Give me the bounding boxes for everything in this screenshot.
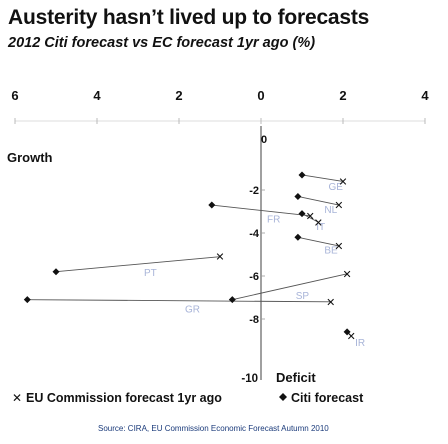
chart-title: Austerity hasn’t lived up to forecasts bbox=[8, 6, 370, 29]
x-tick-label: 2 bbox=[175, 88, 182, 103]
country-label-fr: FR bbox=[267, 214, 280, 225]
connector-sp bbox=[232, 273, 348, 301]
citi-marker-fr bbox=[208, 201, 216, 209]
y-tick-label: -10 bbox=[241, 373, 258, 385]
ec-marker-be: ✕ bbox=[334, 240, 343, 253]
citi-marker-it bbox=[298, 210, 306, 218]
y-tick-label: -8 bbox=[249, 314, 259, 326]
connector-nl bbox=[297, 196, 339, 206]
connector-gr bbox=[27, 299, 331, 303]
legend: ✕ EU Commission forecast 1yr ago Citi fore… bbox=[12, 391, 364, 405]
country-label-sp: SP bbox=[296, 291, 310, 302]
country-label-gr: GR bbox=[185, 305, 200, 316]
connector-be bbox=[297, 236, 339, 247]
legend-citi-icon bbox=[279, 393, 287, 401]
citi-marker-be bbox=[294, 233, 302, 241]
x-tick-label: 2 bbox=[339, 88, 346, 103]
connector-it bbox=[301, 213, 319, 223]
y-axis-title: Growth bbox=[7, 150, 53, 165]
country-label-be: BE bbox=[324, 246, 338, 257]
citi-marker-nl bbox=[294, 192, 302, 200]
ec-marker-nl: ✕ bbox=[334, 199, 343, 212]
ec-marker-ge: ✕ bbox=[338, 175, 347, 188]
x-tick-label: 6 bbox=[11, 88, 18, 103]
x-tick-label: 4 bbox=[93, 88, 101, 103]
legend-ec-label: EU Commission forecast 1yr ago bbox=[26, 391, 222, 405]
x-tick-label: 0 bbox=[257, 88, 264, 103]
citi-marker-sp bbox=[228, 296, 236, 304]
country-label-ir: IR bbox=[355, 338, 365, 349]
country-label-pt: PT bbox=[144, 268, 157, 279]
connector-fr bbox=[211, 204, 311, 217]
connector-pt bbox=[55, 256, 221, 273]
x-tick-label: 4 bbox=[421, 88, 429, 103]
citi-marker-ge bbox=[298, 171, 306, 179]
chart-subtitle: 2012 Citi forecast vs EC forecast 1yr ag… bbox=[8, 35, 316, 51]
connector-ge bbox=[301, 174, 344, 182]
citi-marker-gr bbox=[23, 296, 31, 304]
legend-citi-label: Citi forecast bbox=[291, 391, 364, 405]
data-markers: ✕✕✕✕✕✕✕✕✕ bbox=[23, 171, 356, 343]
source-note: Source: CIRA, EU Commission Economic For… bbox=[98, 424, 329, 433]
ec-marker-pt: ✕ bbox=[215, 251, 224, 264]
y-tick-label: -2 bbox=[249, 185, 259, 197]
country-label-nl: NL bbox=[324, 205, 337, 216]
country-label-it: IT bbox=[316, 222, 325, 233]
ec-marker-it: ✕ bbox=[314, 216, 323, 229]
legend-ec-icon: ✕ bbox=[12, 391, 22, 405]
chart-axes: 6 4 2 0 2 4 0 -2 -4 -6 -8 -10 Growth Deficit bbox=[7, 88, 429, 385]
ec-marker-fr: ✕ bbox=[306, 210, 315, 223]
country-labels: GE NL FR IT BE PT SP GR IR bbox=[144, 182, 365, 349]
y-tick-label: -4 bbox=[249, 228, 260, 240]
y-tick-label: 0 bbox=[261, 134, 267, 146]
citi-marker-pt bbox=[52, 268, 60, 276]
ec-marker-ir: ✕ bbox=[347, 330, 356, 343]
x-axis-title: Deficit bbox=[276, 370, 316, 385]
y-tick-label: -6 bbox=[249, 271, 259, 283]
ec-marker-gr: ✕ bbox=[326, 296, 335, 309]
connector-lines bbox=[27, 174, 352, 337]
citi-marker-ir bbox=[343, 328, 351, 336]
country-label-ge: GE bbox=[329, 182, 344, 193]
ec-marker-sp: ✕ bbox=[342, 268, 351, 281]
